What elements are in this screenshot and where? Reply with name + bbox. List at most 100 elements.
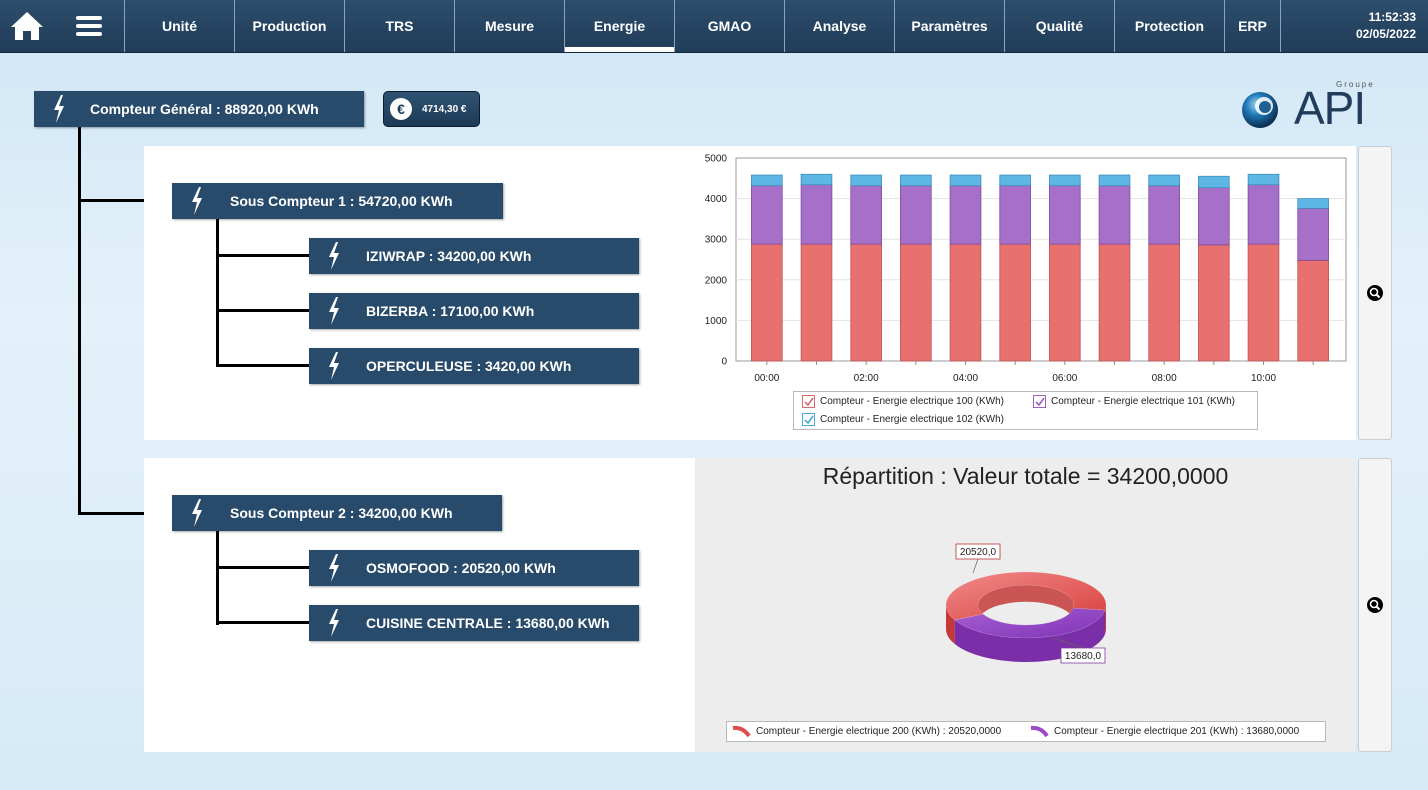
bar-segment xyxy=(850,243,882,362)
bar-segment xyxy=(1148,185,1180,245)
legend-item-series-100[interactable]: Compteur - Energie electrique 100 (KWh) xyxy=(802,395,1004,408)
checkbox-series-100[interactable] xyxy=(802,395,815,408)
zoom-bar-chart-button[interactable] xyxy=(1358,146,1392,440)
legend-item-series-101[interactable]: Compteur - Energie electrique 101 (KWh) xyxy=(1033,395,1235,408)
check-icon xyxy=(803,397,814,406)
data-label-leader xyxy=(1052,637,1084,649)
meter-operculeuse[interactable]: OPERCULEUSE : 3420,00 KWh xyxy=(309,348,639,384)
lightning-icon xyxy=(309,242,359,270)
tree-line-cuisine xyxy=(216,621,310,624)
tree-line-main xyxy=(78,126,81,515)
tab-protection[interactable]: Protection xyxy=(1114,0,1224,52)
bar-segment xyxy=(800,184,833,245)
top-navigation-bar: Unité Production TRS Mesure Energie GMAO… xyxy=(0,0,1428,53)
pie-data-label: 20520,0 xyxy=(960,547,997,558)
check-icon xyxy=(803,415,814,424)
donut-chart: 20520,0 13680,0 xyxy=(945,543,1107,664)
pie-data-label: 13680,0 xyxy=(1065,651,1102,662)
meter-bizerba-label: BIZERBA : 17100,00 KWh xyxy=(366,303,535,319)
magnifier-icon xyxy=(1367,597,1383,613)
zoom-pie-chart-button[interactable] xyxy=(1358,458,1392,752)
legend-label-slice-200: Compteur - Energie electrique 200 (KWh) … xyxy=(756,726,1002,737)
stacked-bar-chart: 0 1000 2000 3000 4000 5000 00:00 02:00 04:00 06:0… xyxy=(705,154,1347,384)
checkbox-series-101[interactable] xyxy=(1033,395,1046,408)
tab-production[interactable]: Production xyxy=(234,0,344,52)
bar-segment xyxy=(800,173,833,186)
lightning-icon xyxy=(172,187,222,215)
tab-unite[interactable]: Unité xyxy=(124,0,234,52)
euro-icon: € xyxy=(390,98,412,120)
tab-gmao[interactable]: GMAO xyxy=(674,0,784,52)
donut-slice xyxy=(954,607,1106,639)
x-tick-label: 02:00 xyxy=(854,373,879,384)
pie-chart-panel xyxy=(695,458,1356,752)
cost-value: 4714,30 € xyxy=(422,103,467,115)
bar-segment xyxy=(999,243,1031,362)
bar-segment xyxy=(850,174,882,187)
hamburger-menu-icon xyxy=(76,16,102,36)
legend-item-slice-200[interactable]: Compteur - Energie electrique 200 (KWh) … xyxy=(731,725,1001,738)
meter-cuisine-centrale-label: CUISINE CENTRALE : 13680,00 KWh xyxy=(366,615,610,631)
meter-sub1-label: Sous Compteur 1 : 54720,00 KWh xyxy=(230,193,453,209)
home-button[interactable] xyxy=(0,0,54,52)
meter-bizerba[interactable]: BIZERBA : 17100,00 KWh xyxy=(309,293,639,329)
home-icon xyxy=(11,12,43,40)
x-tick-label: 10:00 xyxy=(1251,373,1276,384)
bar-segment xyxy=(949,243,982,362)
lightning-icon xyxy=(309,352,359,380)
bar-segment xyxy=(1247,243,1280,362)
check-icon xyxy=(1034,397,1045,406)
tab-trs[interactable]: TRS xyxy=(344,0,454,52)
tab-analyse[interactable]: Analyse xyxy=(784,0,894,52)
tree-line-bizerba xyxy=(216,309,310,312)
bar-segment xyxy=(1098,243,1131,362)
bar-segment xyxy=(900,185,932,245)
x-tick-label: 00:00 xyxy=(754,373,779,384)
bar-segment xyxy=(1247,184,1280,245)
bar-segment xyxy=(1297,207,1329,261)
lightning-icon xyxy=(34,95,84,123)
checkbox-series-102[interactable] xyxy=(802,413,815,426)
y-tick-label: 0 xyxy=(721,357,727,368)
data-label-box xyxy=(1060,647,1106,664)
tab-qualite[interactable]: Qualité xyxy=(1004,0,1114,52)
tab-energie[interactable]: Energie xyxy=(564,0,674,52)
legend-label-series-102: Compteur - Energie electrique 102 (KWh) xyxy=(820,414,1004,425)
bar-segment xyxy=(800,243,833,362)
tree-line-sub1-branch xyxy=(216,218,219,367)
meter-iziwrap[interactable]: IZIWRAP : 34200,00 KWh xyxy=(309,238,639,274)
bar-segment xyxy=(1148,243,1180,362)
legend-item-slice-201[interactable]: Compteur - Energie electrique 201 (KWh) … xyxy=(1029,725,1299,738)
meter-osmofood-label: OSMOFOOD : 20520,00 KWh xyxy=(366,560,556,576)
legend-label-series-100: Compteur - Energie electrique 100 (KWh) xyxy=(820,396,1004,407)
meter-sub1[interactable]: Sous Compteur 1 : 54720,00 KWh xyxy=(172,183,503,219)
bar-segment xyxy=(1148,174,1180,187)
arc-swatch-icon xyxy=(732,725,751,738)
tab-mesure[interactable]: Mesure xyxy=(454,0,564,52)
tree-line-iziwrap xyxy=(216,254,310,257)
clock: 11:52:33 02/05/2022 xyxy=(1280,0,1428,52)
x-tick-label: 08:00 xyxy=(1152,373,1177,384)
cost-button[interactable]: € 4714,30 € xyxy=(383,91,480,127)
bar-segment xyxy=(1297,259,1329,362)
api-logo: Groupe API xyxy=(1240,80,1390,134)
meter-general[interactable]: Compteur Général : 88920,00 KWh xyxy=(34,91,364,127)
bar-segment xyxy=(751,243,783,362)
legend-item-series-102[interactable]: Compteur - Energie electrique 102 (KWh) xyxy=(802,413,1004,426)
lightning-icon xyxy=(309,609,359,637)
meter-sub2[interactable]: Sous Compteur 2 : 34200,00 KWh xyxy=(172,495,502,531)
bar-segment xyxy=(1049,185,1081,245)
bar-segment xyxy=(999,185,1031,245)
donut-slice xyxy=(945,571,1107,621)
tab-erp[interactable]: ERP xyxy=(1224,0,1280,52)
meter-iziwrap-label: IZIWRAP : 34200,00 KWh xyxy=(366,248,532,264)
meter-osmofood[interactable]: OSMOFOOD : 20520,00 KWh xyxy=(309,550,639,586)
x-tick-label: 06:00 xyxy=(1052,373,1077,384)
data-label-box xyxy=(955,543,1001,560)
menu-button[interactable] xyxy=(54,0,124,52)
tab-parametres[interactable]: Paramètres xyxy=(894,0,1004,52)
meter-cuisine-centrale[interactable]: CUISINE CENTRALE : 13680,00 KWh xyxy=(309,605,639,641)
clock-date: 02/05/2022 xyxy=(1355,27,1416,41)
magnifier-icon xyxy=(1367,285,1383,301)
donut-outer-wall xyxy=(946,605,955,644)
